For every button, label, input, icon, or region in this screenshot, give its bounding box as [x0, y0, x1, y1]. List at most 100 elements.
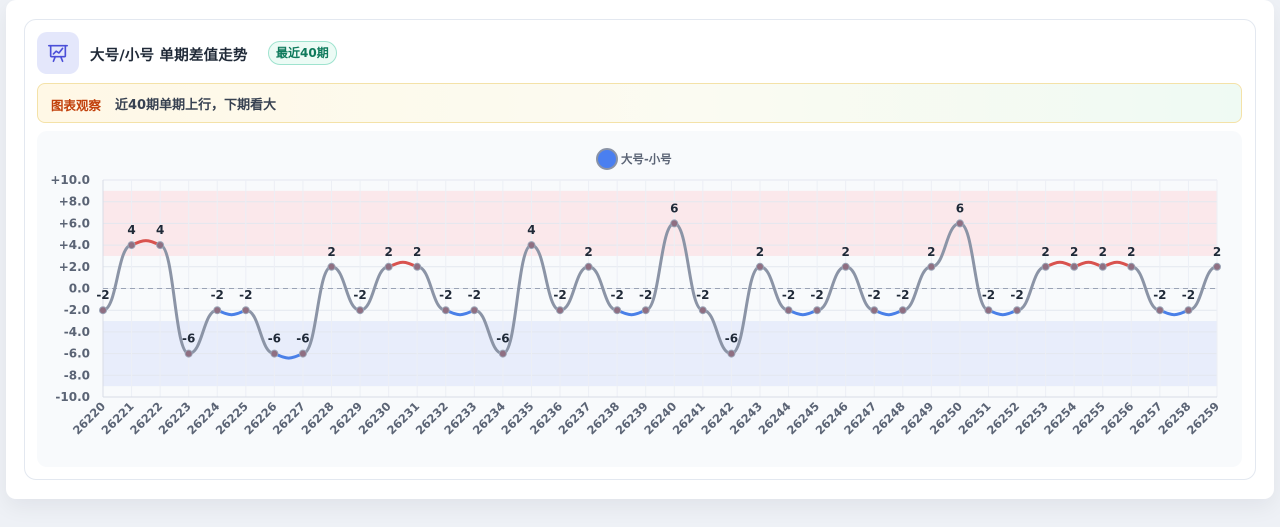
data-point: [984, 306, 993, 315]
data-label: -2: [1010, 288, 1023, 302]
data-point: [413, 262, 422, 271]
data-point: [1041, 262, 1050, 271]
data-label: 2: [1127, 245, 1135, 259]
data-point: [298, 349, 307, 358]
presentation-chart-icon: [37, 32, 79, 74]
data-label: -6: [725, 332, 738, 346]
series-line-segment: [301, 265, 334, 356]
y-tick-label: 0.0: [69, 282, 90, 296]
data-label: 2: [584, 245, 592, 259]
observation-text: 近40期单期上行，下期看大: [115, 98, 277, 113]
observation-banner: 图表观察 近40期单期上行，下期看大: [37, 83, 1242, 123]
data-label: 6: [670, 201, 678, 215]
x-tick-label: 26259: [1184, 399, 1222, 437]
series-line-segment: [1044, 260, 1076, 269]
chart-area: [37, 131, 1242, 467]
chart-title: 大号/小号 单期差值走势: [90, 48, 248, 64]
data-label: -2: [239, 288, 252, 302]
data-label: 6: [956, 201, 964, 215]
data-point: [213, 306, 222, 315]
y-tick-label: +4.0: [59, 238, 90, 252]
series-line-segment: [872, 308, 905, 317]
data-point: [898, 306, 907, 315]
series-line-segment: [387, 260, 419, 269]
data-label: 2: [1213, 245, 1221, 259]
legend-marker: [596, 148, 618, 170]
legend[interactable]: 大号-小号: [596, 146, 672, 172]
data-label: 2: [413, 245, 421, 259]
data-point: [870, 306, 879, 315]
data-label: -2: [810, 288, 823, 302]
data-point: [613, 306, 622, 315]
data-point: [1013, 306, 1022, 315]
data-label: 2: [384, 245, 392, 259]
data-point: [955, 219, 964, 228]
data-point: [584, 262, 593, 271]
data-label: 2: [927, 245, 935, 259]
data-point: [384, 262, 393, 271]
data-point: [556, 306, 565, 315]
data-label: 4: [127, 223, 135, 237]
data-point: [641, 306, 650, 315]
legend-label: 大号-小号: [621, 152, 672, 166]
data-label: -2: [696, 288, 709, 302]
data-point: [1070, 262, 1079, 271]
data-point: [784, 306, 793, 315]
data-label: -2: [896, 288, 909, 302]
data-label: -6: [296, 332, 309, 346]
data-label: -2: [439, 288, 452, 302]
data-label: -2: [211, 288, 224, 302]
data-point: [241, 306, 250, 315]
data-point: [356, 306, 365, 315]
data-label: 4: [156, 223, 164, 237]
data-label: -2: [553, 288, 566, 302]
series-line-segment: [986, 308, 1019, 317]
series-line-segment: [215, 308, 248, 317]
data-label: -2: [639, 288, 652, 302]
observation-label: 图表观察: [51, 98, 102, 113]
data-point: [1155, 306, 1164, 315]
series-line-segment: [644, 221, 676, 312]
series-line-segment: [958, 221, 990, 312]
data-label: -6: [268, 332, 281, 346]
data-label: 2: [841, 245, 849, 259]
y-tick-label: +6.0: [59, 216, 90, 230]
series-line-segment: [672, 221, 705, 312]
series-line-segment: [1072, 260, 1105, 269]
series-line-segment: [615, 308, 648, 317]
data-point: [841, 262, 850, 271]
data-point: [1213, 262, 1221, 271]
series-line-segment: [787, 308, 819, 317]
data-point: [727, 349, 736, 358]
data-point: [184, 349, 193, 358]
data-label: 2: [1041, 245, 1049, 259]
data-label: 2: [327, 245, 335, 259]
data-label: -2: [1182, 288, 1195, 302]
y-tick-label: -4.0: [64, 325, 90, 339]
y-tick-label: -6.0: [64, 347, 90, 361]
data-label: -2: [468, 288, 481, 302]
y-tick-label: -10.0: [55, 390, 90, 404]
data-point: [927, 262, 936, 271]
data-point: [813, 306, 822, 315]
series-line-segment: [158, 243, 191, 356]
series-line-segment: [529, 243, 562, 312]
data-label: -2: [868, 288, 881, 302]
data-point: [127, 241, 136, 250]
data-point: [755, 262, 764, 271]
data-label: 2: [1070, 245, 1078, 259]
series-line-segment: [1101, 260, 1133, 269]
series-line-segment: [101, 243, 134, 312]
data-label: -2: [782, 288, 795, 302]
data-point: [698, 306, 707, 315]
data-point: [1098, 262, 1107, 271]
data-label: -2: [96, 288, 109, 302]
data-point: [270, 349, 279, 358]
data-label: 4: [527, 223, 535, 237]
data-point: [99, 306, 107, 315]
data-label: -6: [182, 332, 195, 346]
y-tick-label: +8.0: [59, 195, 90, 209]
data-point: [1127, 262, 1136, 271]
data-point: [327, 262, 336, 271]
